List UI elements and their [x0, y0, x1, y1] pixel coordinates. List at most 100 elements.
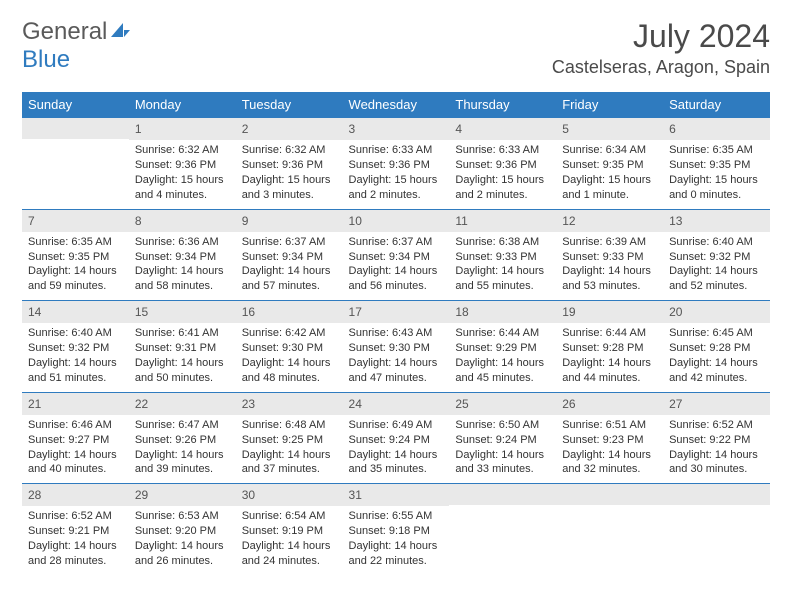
calendar-table: SundayMondayTuesdayWednesdayThursdayFrid… — [22, 92, 770, 575]
calendar-cell: 22Sunrise: 6:47 AMSunset: 9:26 PMDayligh… — [129, 392, 236, 484]
daylight-text: Daylight: 15 hours and 2 minutes. — [455, 173, 550, 203]
location: Castelseras, Aragon, Spain — [552, 57, 770, 78]
sunset-text: Sunset: 9:33 PM — [562, 250, 657, 265]
sunrise-text: Sunrise: 6:40 AM — [669, 235, 764, 250]
sunset-text: Sunset: 9:28 PM — [562, 341, 657, 356]
month-title: July 2024 — [552, 18, 770, 55]
calendar-cell: 26Sunrise: 6:51 AMSunset: 9:23 PMDayligh… — [556, 392, 663, 484]
day-content: Sunrise: 6:44 AMSunset: 9:29 PMDaylight:… — [449, 323, 556, 391]
daylight-text: Daylight: 14 hours and 55 minutes. — [455, 264, 550, 294]
day-content: Sunrise: 6:37 AMSunset: 9:34 PMDaylight:… — [236, 232, 343, 300]
calendar-cell: 29Sunrise: 6:53 AMSunset: 9:20 PMDayligh… — [129, 483, 236, 575]
calendar-cell: 25Sunrise: 6:50 AMSunset: 9:24 PMDayligh… — [449, 392, 556, 484]
day-content: Sunrise: 6:52 AMSunset: 9:21 PMDaylight:… — [22, 506, 129, 574]
day-number: 6 — [663, 117, 770, 140]
weekday-header: Saturday — [663, 92, 770, 117]
daylight-text: Daylight: 14 hours and 37 minutes. — [242, 448, 337, 478]
day-number: 5 — [556, 117, 663, 140]
sunrise-text: Sunrise: 6:48 AM — [242, 418, 337, 433]
sunset-text: Sunset: 9:24 PM — [349, 433, 444, 448]
sunrise-text: Sunrise: 6:38 AM — [455, 235, 550, 250]
calendar-cell: 31Sunrise: 6:55 AMSunset: 9:18 PMDayligh… — [343, 483, 450, 575]
daylight-text: Daylight: 14 hours and 58 minutes. — [135, 264, 230, 294]
calendar-cell: 10Sunrise: 6:37 AMSunset: 9:34 PMDayligh… — [343, 209, 450, 301]
calendar-cell — [449, 483, 556, 575]
sunset-text: Sunset: 9:36 PM — [455, 158, 550, 173]
day-content: Sunrise: 6:33 AMSunset: 9:36 PMDaylight:… — [449, 140, 556, 208]
daylight-text: Daylight: 14 hours and 59 minutes. — [28, 264, 123, 294]
sunset-text: Sunset: 9:30 PM — [242, 341, 337, 356]
daylight-text: Daylight: 14 hours and 32 minutes. — [562, 448, 657, 478]
day-number: 29 — [129, 483, 236, 506]
day-content: Sunrise: 6:45 AMSunset: 9:28 PMDaylight:… — [663, 323, 770, 391]
sunrise-text: Sunrise: 6:33 AM — [349, 143, 444, 158]
day-content: Sunrise: 6:50 AMSunset: 9:24 PMDaylight:… — [449, 415, 556, 483]
sunrise-text: Sunrise: 6:49 AM — [349, 418, 444, 433]
weekday-header: Thursday — [449, 92, 556, 117]
sunrise-text: Sunrise: 6:39 AM — [562, 235, 657, 250]
sunset-text: Sunset: 9:23 PM — [562, 433, 657, 448]
day-content: Sunrise: 6:33 AMSunset: 9:36 PMDaylight:… — [343, 140, 450, 208]
weekday-header: Wednesday — [343, 92, 450, 117]
day-number: 4 — [449, 117, 556, 140]
calendar-cell: 11Sunrise: 6:38 AMSunset: 9:33 PMDayligh… — [449, 209, 556, 301]
sunset-text: Sunset: 9:34 PM — [135, 250, 230, 265]
sunrise-text: Sunrise: 6:36 AM — [135, 235, 230, 250]
calendar-week: 14Sunrise: 6:40 AMSunset: 9:32 PMDayligh… — [22, 300, 770, 392]
day-content: Sunrise: 6:54 AMSunset: 9:19 PMDaylight:… — [236, 506, 343, 574]
sunrise-text: Sunrise: 6:52 AM — [669, 418, 764, 433]
calendar-cell: 17Sunrise: 6:43 AMSunset: 9:30 PMDayligh… — [343, 300, 450, 392]
sunset-text: Sunset: 9:35 PM — [562, 158, 657, 173]
sunset-text: Sunset: 9:36 PM — [135, 158, 230, 173]
calendar-cell: 9Sunrise: 6:37 AMSunset: 9:34 PMDaylight… — [236, 209, 343, 301]
day-content: Sunrise: 6:44 AMSunset: 9:28 PMDaylight:… — [556, 323, 663, 391]
daylight-text: Daylight: 14 hours and 26 minutes. — [135, 539, 230, 569]
sunset-text: Sunset: 9:34 PM — [242, 250, 337, 265]
calendar-cell: 5Sunrise: 6:34 AMSunset: 9:35 PMDaylight… — [556, 117, 663, 209]
day-number: 19 — [556, 300, 663, 323]
sunrise-text: Sunrise: 6:41 AM — [135, 326, 230, 341]
day-number: 3 — [343, 117, 450, 140]
weekday-header: Tuesday — [236, 92, 343, 117]
sunrise-text: Sunrise: 6:51 AM — [562, 418, 657, 433]
sunset-text: Sunset: 9:33 PM — [455, 250, 550, 265]
calendar-cell: 14Sunrise: 6:40 AMSunset: 9:32 PMDayligh… — [22, 300, 129, 392]
sunset-text: Sunset: 9:22 PM — [669, 433, 764, 448]
sunset-text: Sunset: 9:32 PM — [669, 250, 764, 265]
day-content: Sunrise: 6:53 AMSunset: 9:20 PMDaylight:… — [129, 506, 236, 574]
day-number: 24 — [343, 392, 450, 415]
day-content: Sunrise: 6:47 AMSunset: 9:26 PMDaylight:… — [129, 415, 236, 483]
daylight-text: Daylight: 14 hours and 30 minutes. — [669, 448, 764, 478]
sunset-text: Sunset: 9:29 PM — [455, 341, 550, 356]
daylight-text: Daylight: 14 hours and 40 minutes. — [28, 448, 123, 478]
sunset-text: Sunset: 9:24 PM — [455, 433, 550, 448]
sunset-text: Sunset: 9:19 PM — [242, 524, 337, 539]
day-number: 23 — [236, 392, 343, 415]
day-content: Sunrise: 6:38 AMSunset: 9:33 PMDaylight:… — [449, 232, 556, 300]
sunset-text: Sunset: 9:31 PM — [135, 341, 230, 356]
sunrise-text: Sunrise: 6:33 AM — [455, 143, 550, 158]
sunrise-text: Sunrise: 6:32 AM — [242, 143, 337, 158]
sunset-text: Sunset: 9:26 PM — [135, 433, 230, 448]
day-content: Sunrise: 6:40 AMSunset: 9:32 PMDaylight:… — [22, 323, 129, 391]
calendar-week: 21Sunrise: 6:46 AMSunset: 9:27 PMDayligh… — [22, 392, 770, 484]
sunset-text: Sunset: 9:36 PM — [242, 158, 337, 173]
logo-sail-icon — [109, 18, 131, 46]
daylight-text: Daylight: 14 hours and 33 minutes. — [455, 448, 550, 478]
daylight-text: Daylight: 14 hours and 28 minutes. — [28, 539, 123, 569]
day-number: 16 — [236, 300, 343, 323]
day-number: 10 — [343, 209, 450, 232]
daylight-text: Daylight: 14 hours and 50 minutes. — [135, 356, 230, 386]
daylight-text: Daylight: 14 hours and 53 minutes. — [562, 264, 657, 294]
day-content: Sunrise: 6:55 AMSunset: 9:18 PMDaylight:… — [343, 506, 450, 574]
sunrise-text: Sunrise: 6:54 AM — [242, 509, 337, 524]
sunrise-text: Sunrise: 6:34 AM — [562, 143, 657, 158]
daylight-text: Daylight: 14 hours and 57 minutes. — [242, 264, 337, 294]
day-number: 15 — [129, 300, 236, 323]
sunset-text: Sunset: 9:34 PM — [349, 250, 444, 265]
calendar-cell: 15 Sunrise: 6:41 AMSunset: 9:31 PMDayligh… — [129, 300, 236, 392]
sunset-text: Sunset: 9:20 PM — [135, 524, 230, 539]
day-content: Sunrise: 6:49 AMSunset: 9:24 PMDaylight:… — [343, 415, 450, 483]
day-content: Sunrise: 6:37 AMSunset: 9:34 PMDaylight:… — [343, 232, 450, 300]
calendar-cell: 12Sunrise: 6:39 AMSunset: 9:33 PMDayligh… — [556, 209, 663, 301]
